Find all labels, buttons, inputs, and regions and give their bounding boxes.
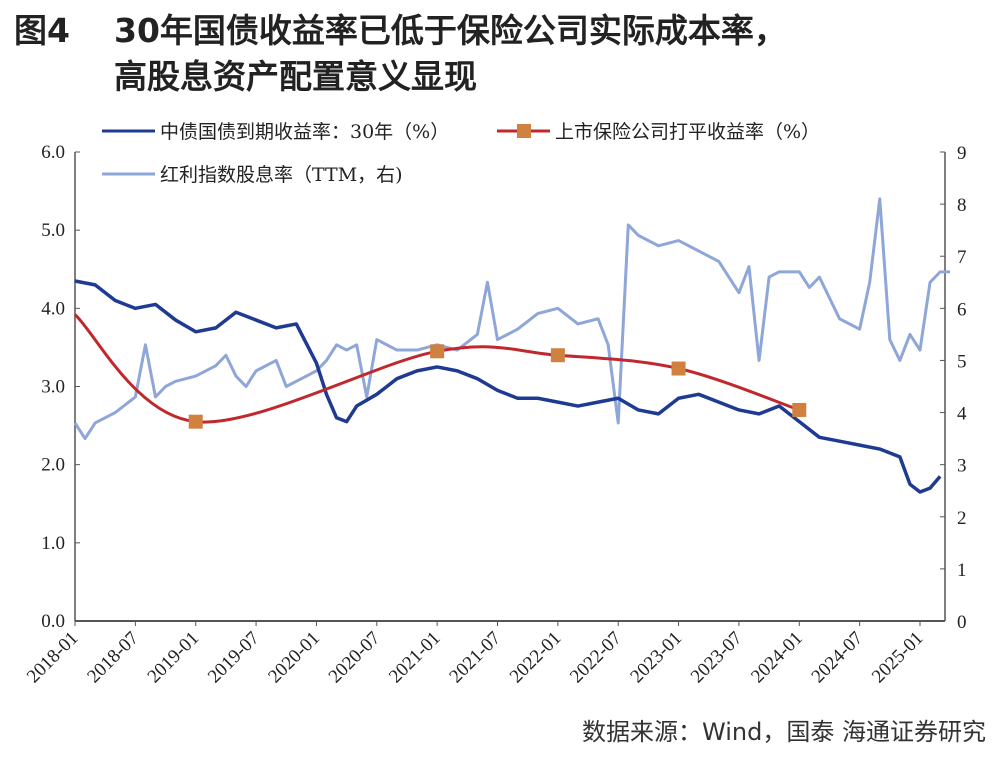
x-tick-label: 2022-01 <box>506 628 566 688</box>
y-left-tick-label: 0.0 <box>41 611 65 632</box>
y-left-tick-label: 1.0 <box>41 533 65 554</box>
y-right-tick-label: 7 <box>957 247 967 268</box>
x-tick-label: 2023-01 <box>626 628 686 688</box>
title-line-1: 30年国债收益率已低于保险公司实际成本率， <box>114 11 787 50</box>
legend-marker <box>517 124 531 138</box>
legend-label: 红利指数股息率（TTM，右) <box>160 164 403 186</box>
x-tick-label: 2021-07 <box>445 628 505 688</box>
x-tick-label: 2022-07 <box>566 628 626 688</box>
y-right-tick-label: 9 <box>957 143 967 164</box>
y-right-tick-label: 2 <box>957 508 967 529</box>
y-right-tick-label: 4 <box>957 404 967 425</box>
chart-title: 图4 30年国债收益率已低于保险公司实际成本率， 高股息资产配置意义显现 <box>14 8 787 100</box>
y-left-tick-label: 3.0 <box>41 377 65 398</box>
insurance-data-marker <box>792 402 807 417</box>
x-tick-label: 2021-01 <box>385 628 445 688</box>
x-tick-label: 2018-01 <box>23 628 83 688</box>
source-note: 数据来源：Wind，国泰 海通证券研究 <box>582 718 986 746</box>
y-right-tick-label: 0 <box>957 612 967 633</box>
insurance-data-marker <box>188 414 203 429</box>
series-dividend-yield-line <box>73 197 951 441</box>
y-left-tick-label: 2.0 <box>41 455 65 476</box>
y-right-tick-label: 8 <box>957 195 967 216</box>
y-right-tick-label: 6 <box>957 299 967 320</box>
title-line-2: 高股息资产配置意义显现 <box>114 57 477 96</box>
y-right-tick-label: 3 <box>957 456 967 477</box>
x-tick-label: 2024-01 <box>747 628 807 688</box>
legend-label: 上市保险公司打平收益率（%） <box>555 121 820 143</box>
y-right-tick-label: 1 <box>957 560 967 581</box>
insurance-data-marker <box>550 348 565 363</box>
y-left-tick-label: 5.0 <box>41 220 65 241</box>
legend-label: 中债国债到期收益率：30年（%） <box>160 121 449 143</box>
x-tick-label: 2020-07 <box>325 628 385 688</box>
y-right-tick-label: 5 <box>957 351 967 372</box>
insurance-data-marker <box>671 361 686 376</box>
x-tick-label: 2018-07 <box>83 628 143 688</box>
series-30y-bond-yield-line <box>74 279 942 494</box>
x-tick-label: 2024-07 <box>808 628 868 688</box>
x-tick-label: 2020-01 <box>264 628 324 688</box>
y-left-tick-label: 6.0 <box>41 142 65 163</box>
x-tick-label: 2019-01 <box>144 628 204 688</box>
insurance-data-marker <box>430 344 445 359</box>
x-tick-label: 2023-07 <box>687 628 747 688</box>
x-tick-label: 2019-07 <box>204 628 264 688</box>
figure-number: 图4 <box>14 11 70 50</box>
x-tick-label: 2025-01 <box>868 628 928 688</box>
y-left-tick-label: 4.0 <box>41 298 65 319</box>
